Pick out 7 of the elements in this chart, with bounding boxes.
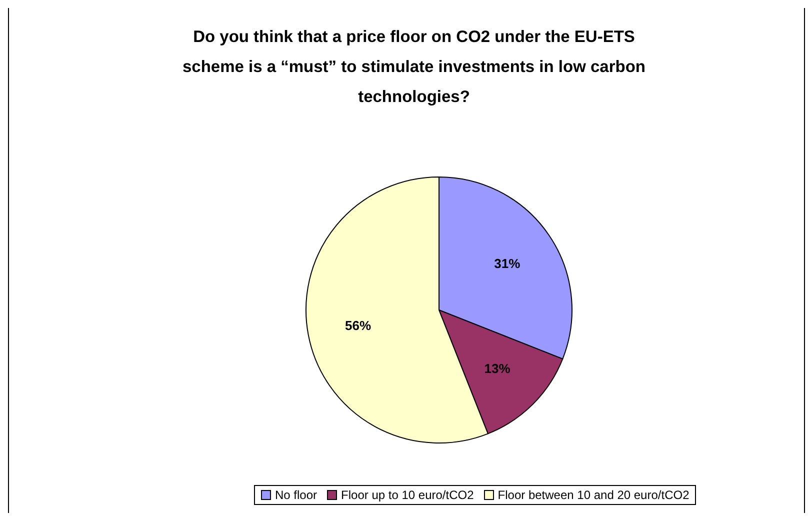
legend-label: Floor between 10 and 20 euro/tCO2	[496, 487, 690, 503]
data-label: 31%	[494, 256, 521, 272]
legend-label: Floor up to 10 euro/tCO2	[340, 487, 474, 503]
data-label: 56%	[344, 318, 372, 333]
chart-title: Do you think that a price floor on CO2 under the EU-ETS scheme is a “must” to stimulate investments in low carbon technologies?	[181, 27, 647, 108]
legend-label: No floor	[274, 487, 318, 503]
data-label: 13%	[484, 360, 511, 376]
